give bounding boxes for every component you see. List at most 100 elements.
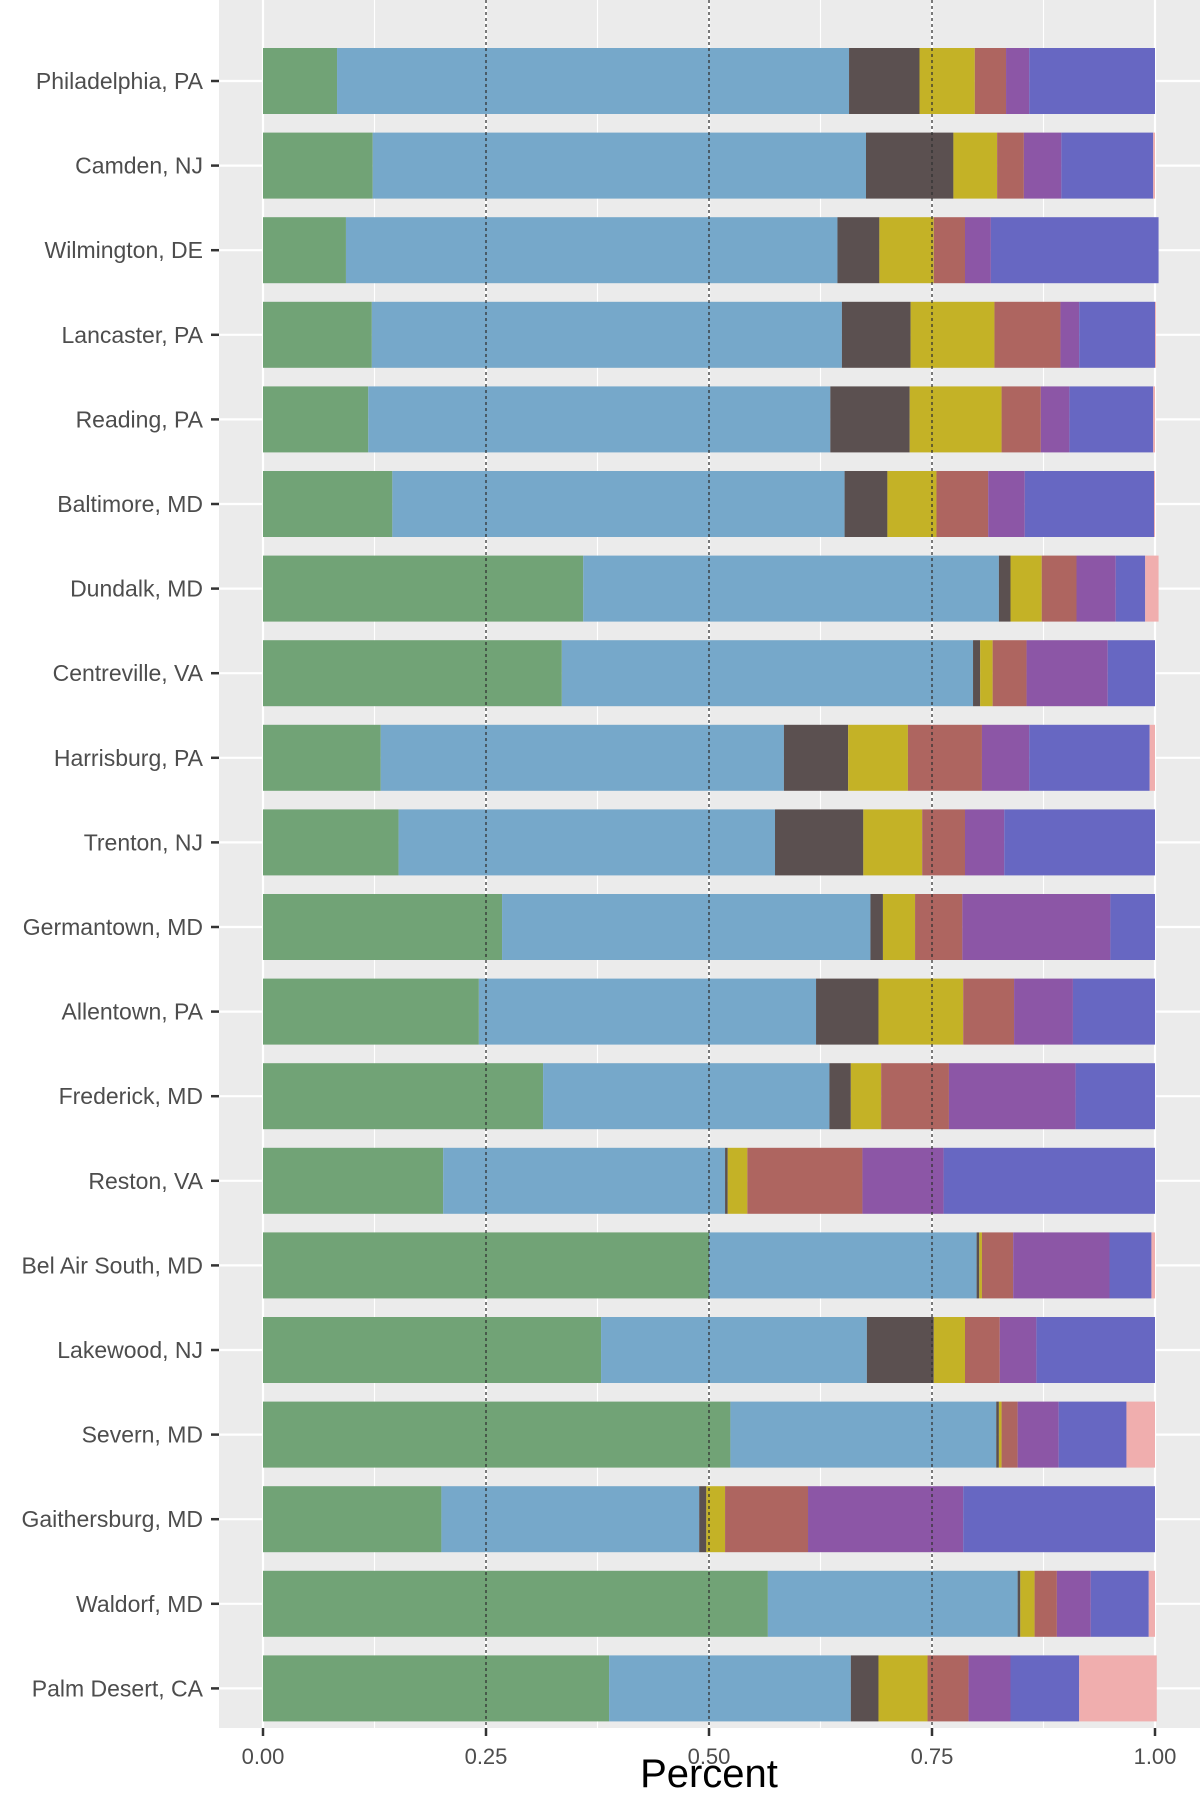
bar-segment bbox=[1013, 1232, 1110, 1299]
bar-segment bbox=[1072, 978, 1155, 1045]
bar-stack bbox=[263, 217, 1159, 284]
bar-stacks bbox=[263, 48, 1159, 1722]
bar-segment bbox=[965, 217, 991, 284]
bar-segment bbox=[953, 132, 998, 199]
bar-segment bbox=[263, 724, 381, 791]
bar-segment bbox=[887, 471, 937, 537]
bar-segment bbox=[882, 894, 916, 960]
bar-segment bbox=[863, 809, 923, 876]
bar-stack bbox=[263, 978, 1155, 1045]
bar-segment bbox=[988, 471, 1025, 537]
bar-segment bbox=[1023, 132, 1062, 199]
bar-segment bbox=[725, 1147, 728, 1214]
bar-segment bbox=[922, 809, 966, 876]
bar-segment bbox=[709, 1232, 977, 1299]
bar-segment bbox=[699, 1486, 707, 1553]
category-label: Bel Air South, MD bbox=[21, 1252, 203, 1278]
category-label: Palm Desert, CA bbox=[32, 1675, 204, 1701]
bar-segment bbox=[263, 1147, 444, 1214]
bar-segment bbox=[1126, 1401, 1155, 1468]
category-label: Waldorf, MD bbox=[76, 1591, 203, 1617]
bar-segment bbox=[981, 724, 1030, 791]
bar-segment bbox=[973, 640, 981, 707]
bar-segment bbox=[1153, 132, 1155, 199]
category-label: Philadelphia, PA bbox=[36, 68, 204, 94]
bar-segment bbox=[1029, 724, 1150, 791]
category-label: Lancaster, PA bbox=[62, 322, 204, 348]
bar-segment bbox=[974, 48, 1007, 114]
bar-segment bbox=[1061, 132, 1154, 199]
bar-segment bbox=[1075, 1063, 1155, 1130]
bar-segment bbox=[1001, 1401, 1018, 1468]
bar-segment bbox=[441, 1486, 700, 1553]
bar-segment bbox=[990, 217, 1159, 284]
bar-stack bbox=[263, 1401, 1155, 1468]
bar-segment bbox=[849, 48, 920, 114]
bar-segment bbox=[263, 1063, 544, 1130]
bar-segment bbox=[980, 640, 993, 707]
category-label: Germantown, MD bbox=[23, 914, 203, 940]
bar-segment bbox=[915, 894, 963, 960]
bar-segment bbox=[879, 217, 934, 284]
bar-segment bbox=[850, 1063, 882, 1130]
bar-segment bbox=[1041, 555, 1077, 622]
bar-segment bbox=[943, 1147, 1155, 1214]
bar-segment bbox=[263, 640, 562, 707]
bar-segment bbox=[1001, 386, 1041, 453]
category-label: Trenton, NJ bbox=[84, 829, 203, 855]
bar-segment bbox=[263, 217, 346, 284]
bar-stack bbox=[263, 301, 1156, 368]
bar-segment bbox=[1110, 894, 1155, 960]
bar-stack bbox=[263, 894, 1155, 960]
bar-segment bbox=[478, 978, 817, 1045]
bar-segment bbox=[1020, 1570, 1035, 1637]
bar-segment bbox=[830, 386, 910, 453]
bar-segment bbox=[881, 1063, 949, 1130]
bar-segment bbox=[965, 809, 1005, 876]
bar-segment bbox=[263, 132, 373, 199]
category-label: Lakewood, NJ bbox=[57, 1337, 203, 1363]
bar-segment bbox=[1109, 1232, 1152, 1299]
bar-segment bbox=[997, 132, 1024, 199]
bar-segment bbox=[371, 301, 842, 368]
bar-segment bbox=[1060, 301, 1080, 368]
bar-segment bbox=[866, 1317, 934, 1383]
bar-segment bbox=[909, 386, 1002, 453]
bar-stack bbox=[263, 809, 1155, 876]
category-label: Harrisburg, PA bbox=[54, 745, 204, 771]
category-label: Wilmington, DE bbox=[45, 237, 203, 263]
bar-segment bbox=[345, 217, 838, 284]
bar-segment bbox=[962, 894, 1111, 960]
bar-segment bbox=[1006, 48, 1030, 114]
bar-segment bbox=[1036, 1317, 1155, 1383]
bar-segment bbox=[706, 1486, 726, 1553]
bar-segment bbox=[1151, 1232, 1155, 1299]
bar-segment bbox=[965, 1317, 1000, 1383]
bar-segment bbox=[1076, 555, 1116, 622]
bar-segment bbox=[392, 471, 845, 537]
bar-segment bbox=[730, 1401, 997, 1468]
bar-segment bbox=[372, 132, 866, 199]
x-axis: 0.00 0.25 0.50 0.75 1.00 bbox=[242, 1728, 1176, 1769]
bar-stack bbox=[263, 1655, 1157, 1722]
bar-segment bbox=[1058, 1401, 1127, 1468]
bar-segment bbox=[992, 640, 1027, 707]
bar-stack bbox=[263, 555, 1159, 622]
bar-segment bbox=[1014, 978, 1073, 1045]
category-label: Severn, MD bbox=[82, 1422, 203, 1448]
bar-segment bbox=[783, 724, 849, 791]
bar-segment bbox=[927, 1655, 969, 1722]
bar-segment bbox=[1069, 386, 1154, 453]
bar-segment bbox=[1004, 809, 1155, 876]
bar-stack bbox=[263, 1317, 1155, 1383]
bar-segment bbox=[263, 1401, 731, 1468]
bar-segment bbox=[443, 1147, 726, 1214]
bar-segment bbox=[1154, 471, 1155, 537]
bar-segment bbox=[1079, 301, 1155, 368]
bar-segment bbox=[727, 1147, 748, 1214]
bar-segment bbox=[543, 1063, 830, 1130]
category-label: Dundalk, MD bbox=[70, 576, 203, 602]
bar-stack bbox=[263, 48, 1155, 114]
bar-segment bbox=[968, 1655, 1011, 1722]
